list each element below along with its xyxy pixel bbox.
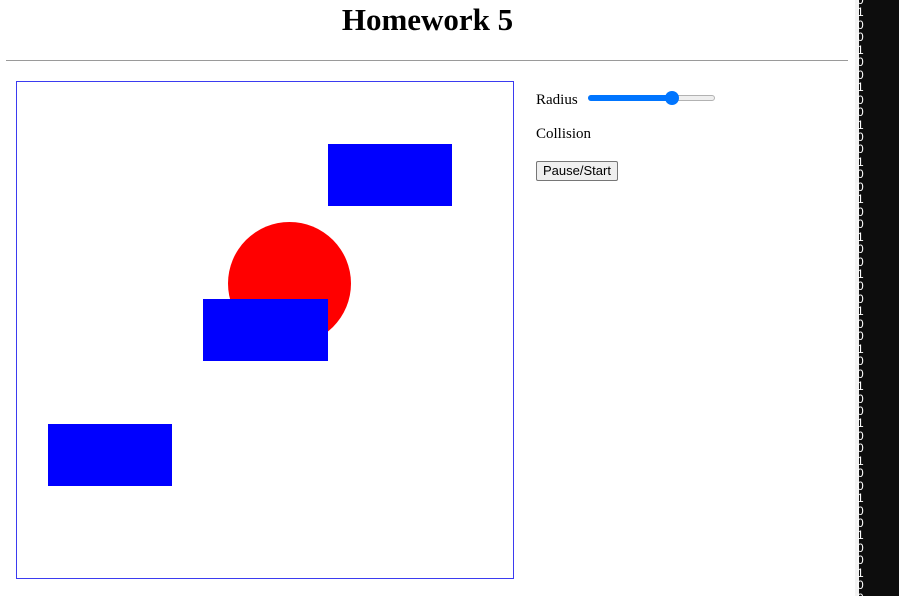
radius-slider[interactable] [588, 91, 715, 105]
page: Homework 5 Radius Collision Pause/Start [6, 2, 848, 579]
animation-canvas[interactable] [16, 81, 514, 579]
blue-rectangle-middle [203, 299, 328, 361]
slider-thumb[interactable] [665, 91, 679, 105]
title-divider [6, 60, 848, 61]
page-title: Homework 5 [341, 2, 514, 37]
blue-rectangle-top-right [328, 144, 452, 206]
pause-start-button[interactable]: Pause/Start [536, 161, 618, 181]
side-panel [855, 0, 899, 596]
binary-digits-column: 0 1 0 0 1 0 0 1 0 0 1 0 0 1 0 0 1 0 0 1 … [857, 0, 864, 605]
collision-status: Collision [536, 126, 592, 142]
side-panel-edge [855, 0, 859, 596]
radius-label: Radius [536, 92, 578, 108]
slider-fill [588, 95, 672, 101]
radius-control: Radius [536, 88, 736, 110]
blue-rectangle-bottom-left [48, 424, 172, 486]
